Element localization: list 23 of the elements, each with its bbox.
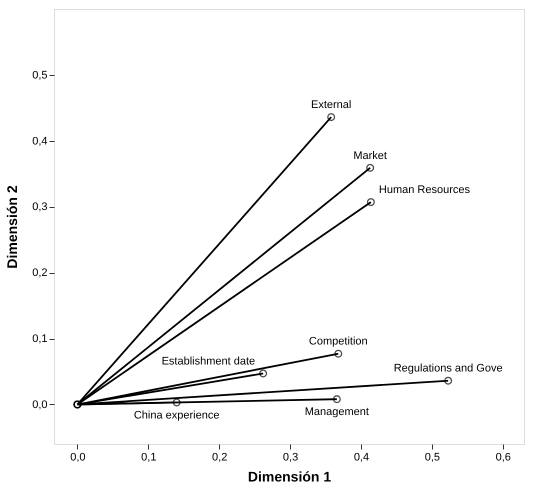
x-tick-label: 0,5 <box>424 452 440 464</box>
y-tick-label: 0,4 <box>32 135 48 148</box>
x-tick-label: 0,2 <box>212 452 228 464</box>
x-axis-title: Dimensión 1 <box>248 468 332 484</box>
series-label: Market <box>353 150 387 162</box>
series-label: Management <box>304 406 369 418</box>
series-label: China experience <box>134 409 220 422</box>
series-label: Human Resources <box>378 184 470 196</box>
x-tick-label: 0,1 <box>141 452 156 464</box>
y-tick-label: 0,0 <box>32 398 48 411</box>
series-label: Establishment date <box>162 355 256 368</box>
x-tick-label: 0,4 <box>354 452 370 464</box>
series-label: External <box>311 99 352 112</box>
y-tick-label: 0,5 <box>32 69 48 82</box>
series-label: Regulations and Gove <box>394 362 503 375</box>
y-axis-title: Dimensión 2 <box>4 185 20 269</box>
y-tick-label: 0,2 <box>32 267 48 280</box>
x-tick-label: 0,0 <box>70 452 86 464</box>
x-tick-label: 0,3 <box>282 452 298 464</box>
series-label: Competition <box>308 336 368 348</box>
y-tick-label: 0,1 <box>32 333 48 346</box>
x-tick-label: 0,6 <box>496 452 511 464</box>
y-tick-label: 0,3 <box>32 201 48 214</box>
